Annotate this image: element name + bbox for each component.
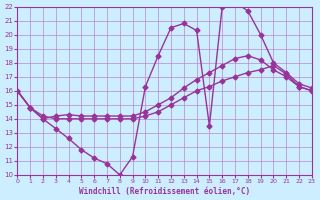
X-axis label: Windchill (Refroidissement éolien,°C): Windchill (Refroidissement éolien,°C) bbox=[79, 187, 250, 196]
